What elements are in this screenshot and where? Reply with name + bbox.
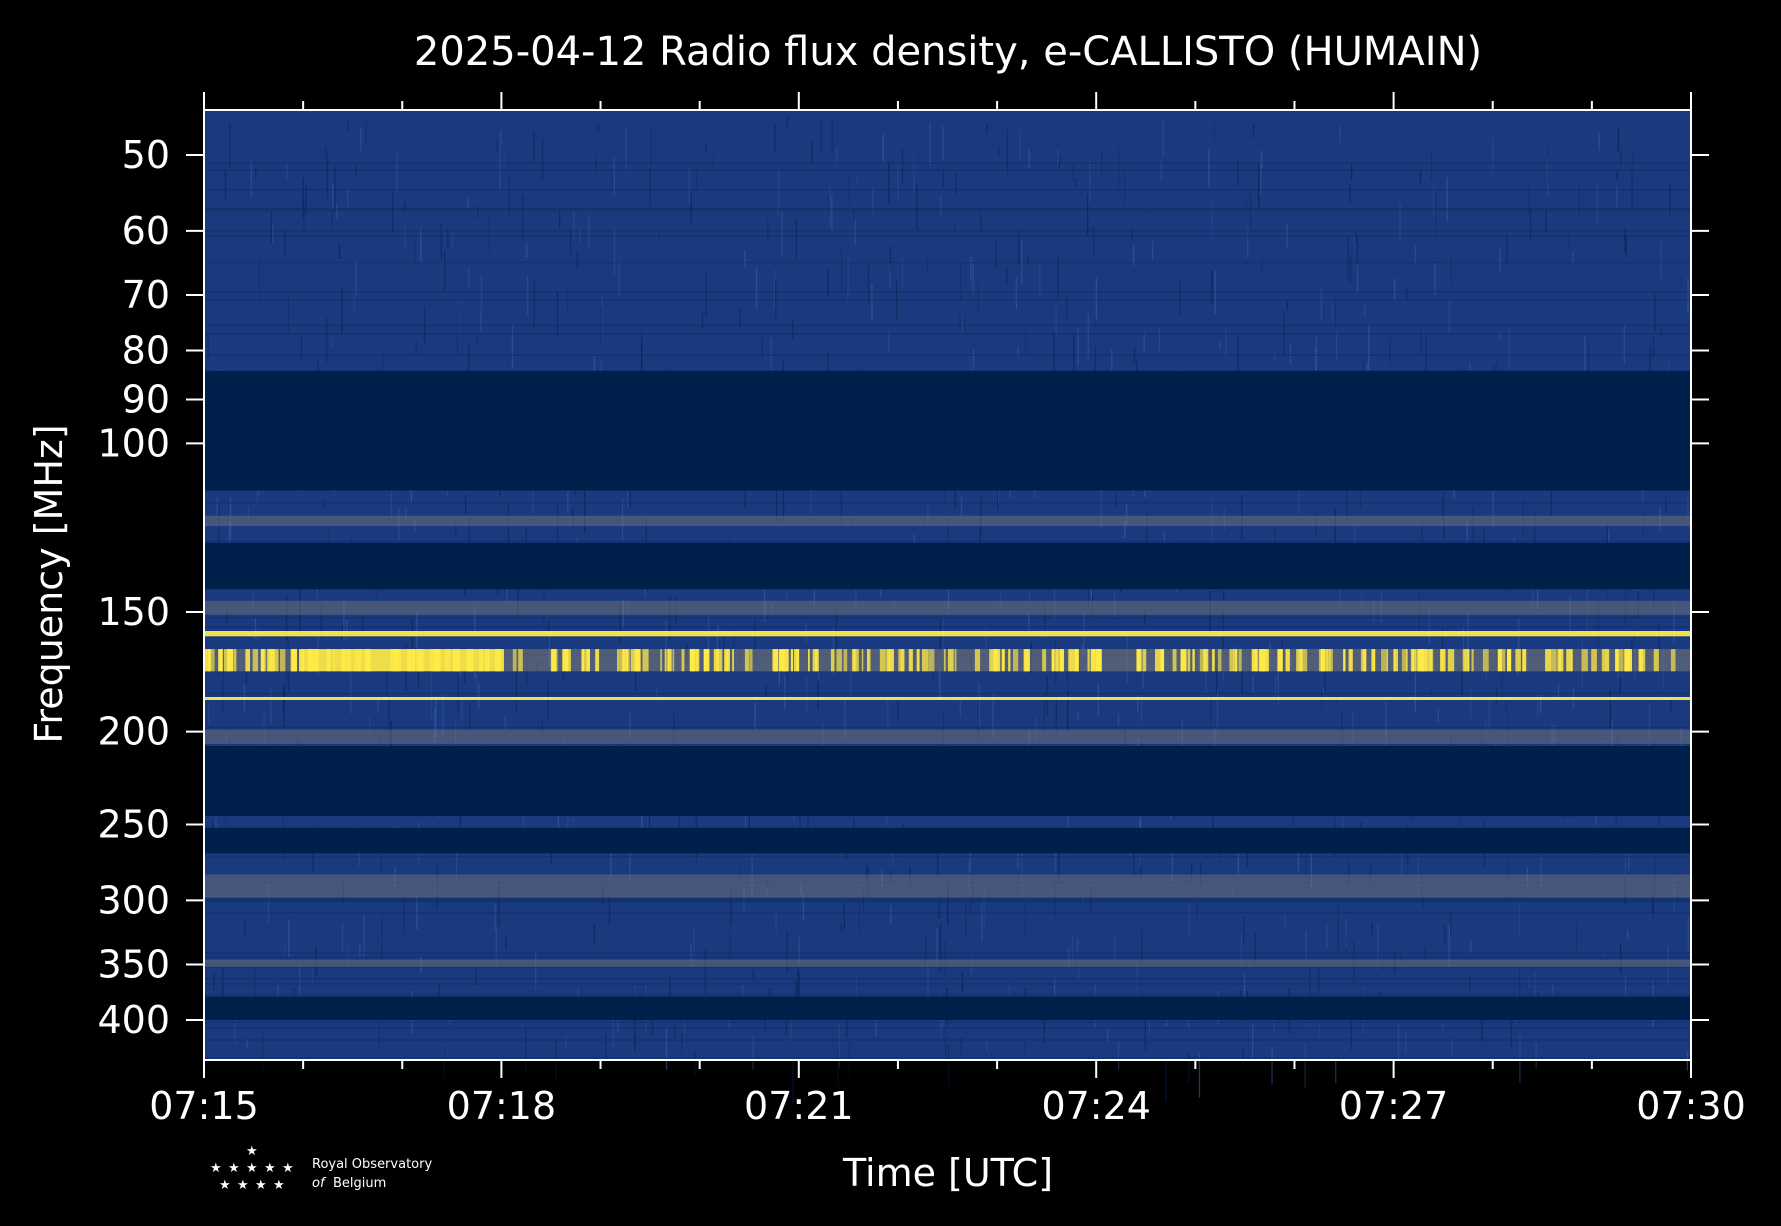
quiet-band (204, 827, 1691, 854)
strong-emission-band (204, 631, 1691, 637)
moderate-band (204, 515, 1691, 527)
y-tick-label: 300 (97, 878, 170, 922)
svg-text:★: ★ (273, 1178, 285, 1193)
logo-line-2-prefix: of (312, 1176, 327, 1191)
moderate-band (204, 729, 1691, 744)
moderate-band (204, 600, 1691, 615)
y-tick-label: 80 (122, 329, 170, 373)
svg-text:★: ★ (228, 1161, 240, 1176)
x-tick-label: 07:15 (149, 1084, 259, 1128)
y-tick-label: 250 (97, 802, 170, 846)
y-tick-label: 100 (97, 421, 170, 465)
svg-text:★: ★ (255, 1178, 267, 1193)
y-tick-label: 50 (122, 133, 170, 177)
plot-frame (203, 109, 1692, 1061)
axes: 07:15 07:18 07:21 07:24 07:27 07:30 50 60 70 80 90… (97, 92, 1746, 1128)
moderate-band (204, 874, 1691, 898)
strong-emission-band (204, 697, 1691, 700)
quiet-band (204, 542, 1691, 590)
svg-text:★: ★ (246, 1161, 258, 1176)
svg-text:★: ★ (210, 1161, 222, 1176)
svg-text:★: ★ (246, 1144, 258, 1159)
chart-title: 2025-04-12 Radio flux density, e-CALLIST… (414, 29, 1482, 75)
x-tick-label: 07:18 (447, 1084, 557, 1128)
svg-text:★: ★ (264, 1161, 276, 1176)
y-axis-label: Frequency [MHz] (27, 424, 71, 743)
plot-area (204, 110, 1692, 1104)
quiet-band (204, 996, 1691, 1020)
svg-text:★: ★ (282, 1161, 294, 1176)
logo-line-2: Belgium (333, 1176, 386, 1191)
x-tick-label: 07:27 (1339, 1084, 1449, 1128)
y-tick-label: 350 (97, 942, 170, 986)
x-tick-label: 07:24 (1041, 1084, 1151, 1128)
moderate-band (204, 959, 1691, 967)
y-tick-label: 60 (122, 209, 170, 253)
stars-icon: ★ ★ ★ ★ ★ ★ ★ ★ ★ ★ (210, 1144, 294, 1193)
y-tick-label: 400 (97, 998, 170, 1042)
quiet-band (204, 746, 1691, 817)
quiet-band (204, 370, 1691, 491)
logo-line-1: Royal Observatory (312, 1157, 432, 1172)
y-tick-label: 90 (122, 378, 170, 422)
svg-text:★: ★ (237, 1178, 249, 1193)
x-tick-label: 07:30 (1636, 1084, 1746, 1128)
y-tick-label: 150 (97, 590, 170, 634)
x-tick-label: 07:21 (744, 1084, 854, 1128)
y-tick-label: 200 (97, 710, 170, 754)
y-tick-label: 70 (122, 273, 170, 317)
strong-emission-band (204, 649, 1691, 672)
x-axis-label: Time [UTC] (842, 1151, 1053, 1195)
svg-text:★: ★ (219, 1178, 231, 1193)
observatory-logo: ★ ★ ★ ★ ★ ★ ★ ★ ★ ★ Royal Observatory of Belgiu… (210, 1144, 432, 1193)
